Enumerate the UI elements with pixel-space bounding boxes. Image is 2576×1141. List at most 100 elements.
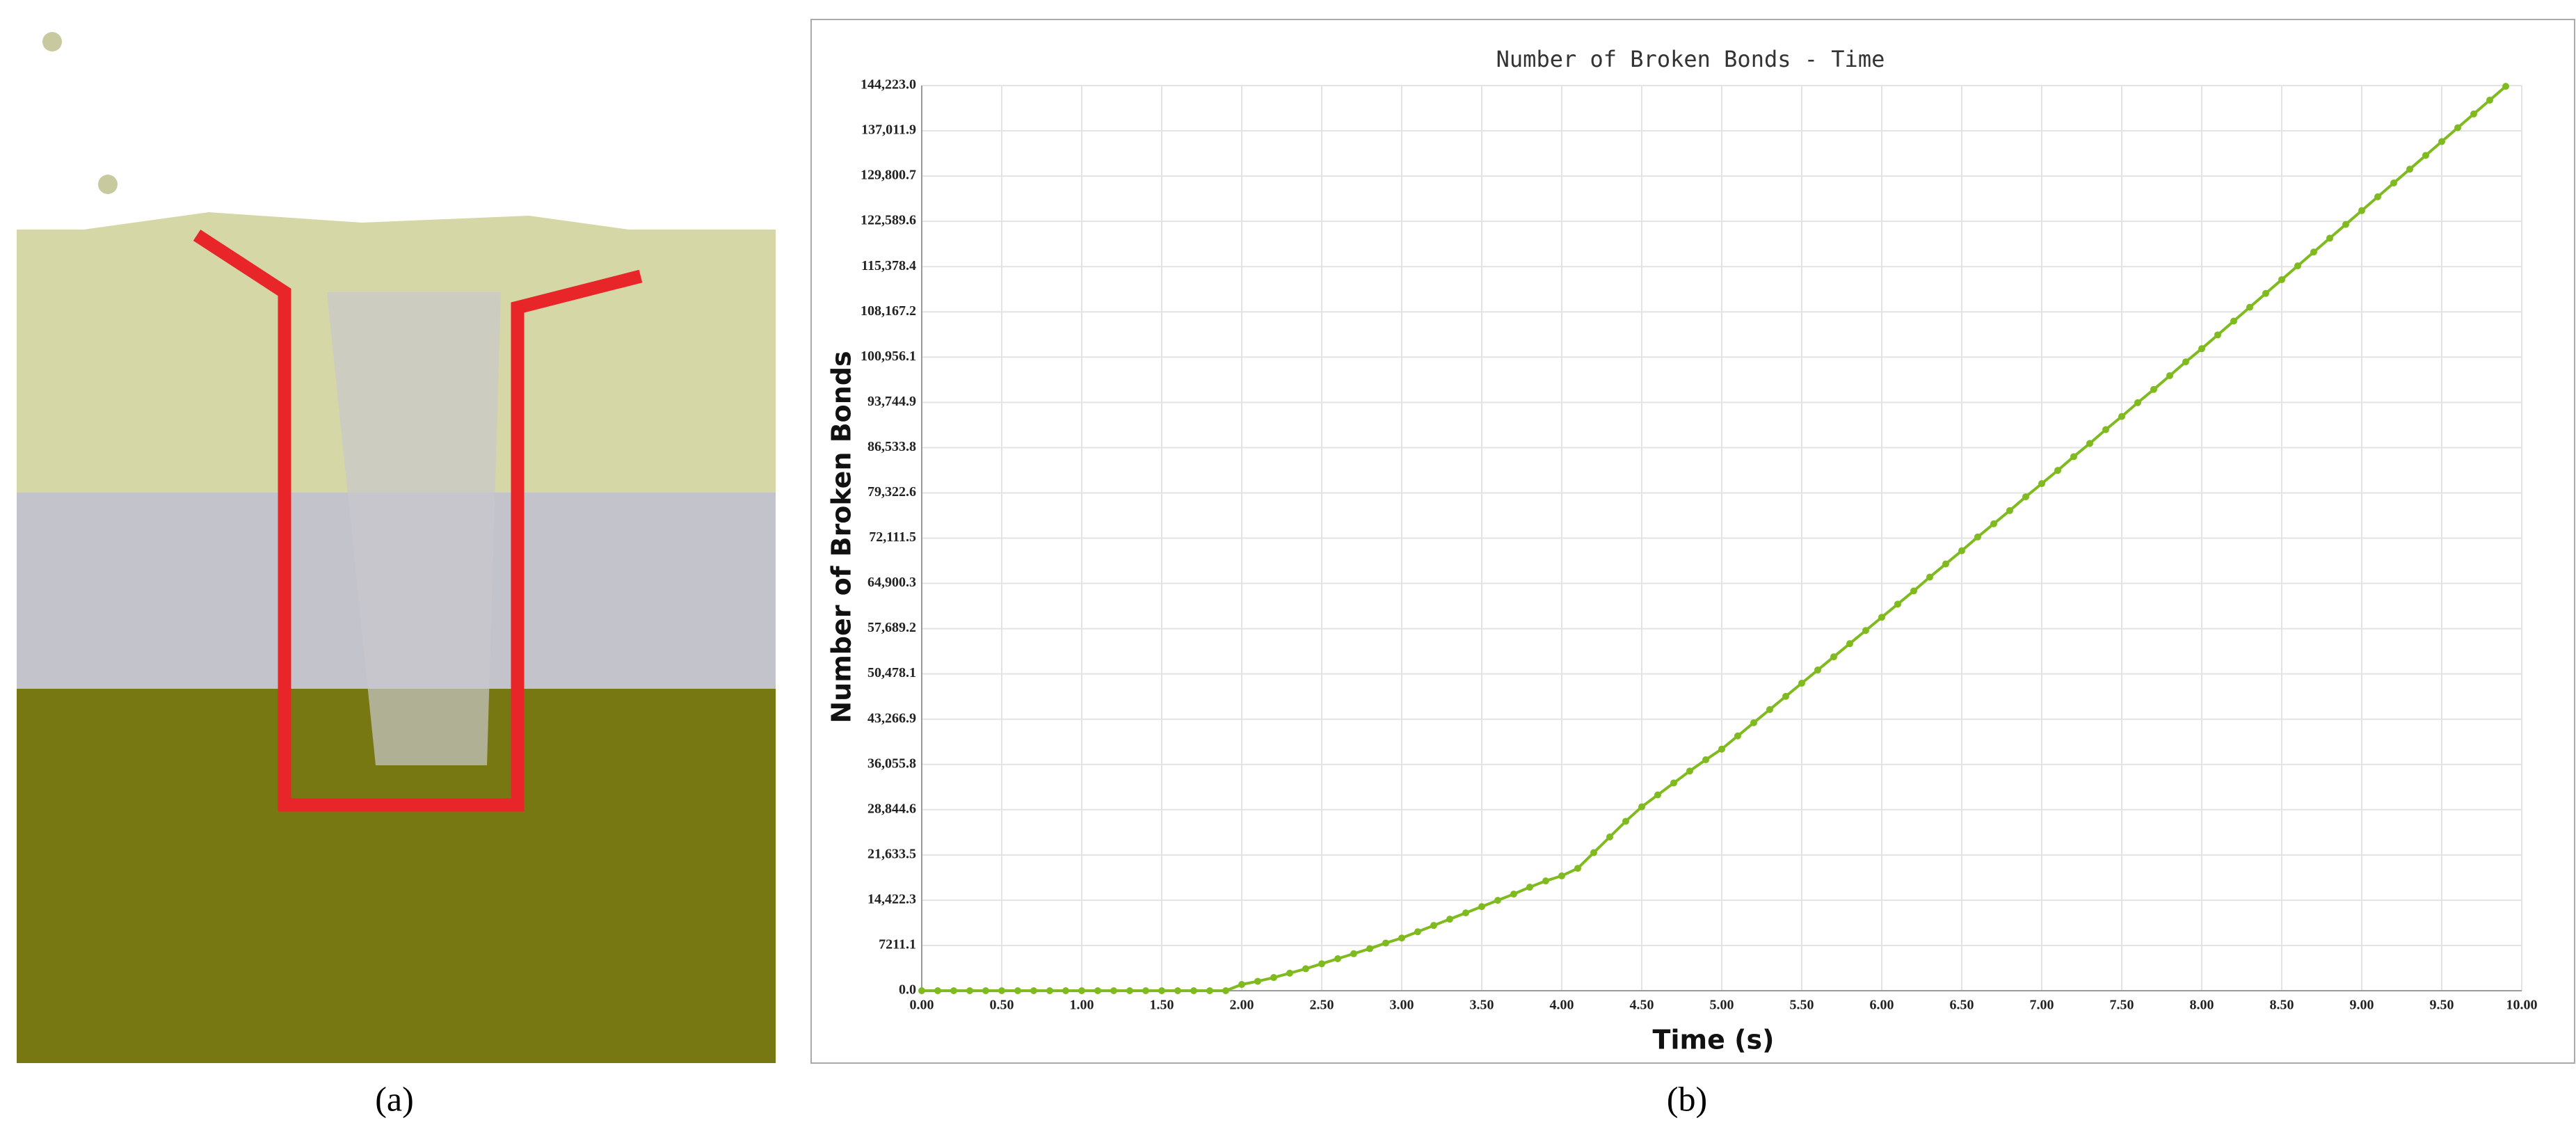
data-point: [1606, 833, 1613, 840]
y-tick-label: 43,266.9: [867, 710, 916, 726]
data-point: [1878, 614, 1885, 621]
x-tick-label: 0.50: [990, 998, 1014, 1013]
data-point: [1782, 692, 1789, 700]
x-tick-label: 2.00: [1230, 998, 1254, 1013]
data-point: [2470, 110, 2477, 118]
x-axis-label: Time (s): [1653, 1025, 1775, 1055]
data-point: [1142, 987, 1149, 994]
data-point: [2102, 426, 2109, 433]
data-point: [1590, 849, 1597, 856]
data-point: [2166, 372, 2173, 379]
y-tick-label: 86,533.8: [867, 439, 916, 454]
data-point: [1798, 679, 1805, 687]
data-point: [1270, 974, 1277, 982]
x-tick-label: 7.00: [2030, 998, 2054, 1013]
data-point: [1670, 779, 1677, 787]
y-axis-label: Number of Broken Bonds: [826, 351, 857, 723]
data-point: [1206, 987, 1213, 994]
y-tick-label: 79,322.6: [867, 484, 916, 500]
data-point: [1766, 705, 1773, 713]
data-point: [1014, 987, 1021, 994]
data-point: [1558, 872, 1565, 879]
y-tick-label: 7211.1: [879, 937, 916, 952]
data-point: [1350, 950, 1357, 957]
data-point: [1366, 945, 1373, 952]
data-point: [1462, 909, 1469, 917]
x-tick-label: 8.00: [2190, 998, 2214, 1013]
data-point: [1910, 587, 1917, 595]
simulation-image: [17, 32, 776, 1063]
data-point: [1942, 560, 1949, 568]
data-point: [1734, 732, 1741, 740]
data-point: [1318, 960, 1325, 968]
y-tick-label: 122,589.6: [861, 213, 916, 228]
x-tick-label: 1.00: [1070, 998, 1094, 1013]
data-point: [2054, 467, 2061, 474]
data-point: [2438, 138, 2445, 145]
data-point: [1254, 978, 1261, 985]
data-point: [918, 987, 925, 994]
data-point: [1110, 987, 1117, 994]
top-surface: [17, 212, 776, 292]
data-point: [1302, 965, 1309, 973]
y-tick-label: 72,111.5: [869, 529, 916, 545]
data-point: [2294, 262, 2301, 270]
data-point: [1510, 891, 1517, 898]
data-point: [1846, 640, 1853, 648]
data-point: [1398, 934, 1405, 942]
y-tick-label: 14,422.3: [867, 891, 916, 907]
data-point: [2406, 166, 2413, 173]
data-point: [2070, 453, 2077, 461]
data-point: [1702, 756, 1709, 764]
data-point: [1622, 817, 1629, 825]
data-point: [2326, 234, 2333, 242]
data-point: [1638, 803, 1645, 811]
x-tick-label: 6.00: [1870, 998, 1894, 1013]
data-point: [966, 987, 973, 994]
data-point: [1494, 897, 1501, 904]
data-point: [2006, 506, 2013, 514]
data-point: [2278, 276, 2285, 283]
data-point: [982, 987, 989, 994]
data-point: [2422, 152, 2429, 159]
x-tick-label: 5.50: [1790, 998, 1814, 1013]
x-tick-label: 7.50: [2110, 998, 2134, 1013]
panel-label: (a): [375, 1079, 414, 1118]
data-point: [1046, 987, 1053, 994]
x-tick-label: 4.50: [1630, 998, 1654, 1013]
data-point: [1526, 884, 1533, 891]
data-point: [1750, 719, 1757, 726]
data-point: [2134, 399, 2141, 406]
data-point: [2118, 413, 2125, 420]
data-point: [2022, 493, 2029, 501]
data-point: [1718, 745, 1725, 753]
data-point: [1414, 928, 1421, 936]
data-point: [950, 987, 957, 994]
data-point: [1158, 987, 1165, 994]
y-tick-label: 28,844.6: [867, 801, 916, 816]
chart-frame: [810, 19, 2575, 1064]
data-point: [1862, 627, 1869, 635]
data-point: [2150, 385, 2157, 393]
data-point: [2374, 193, 2381, 200]
disturbed-zone: [327, 292, 501, 765]
y-tick-label: 144,223.0: [861, 77, 916, 93]
data-point: [1446, 916, 1453, 923]
data-point: [2486, 96, 2493, 104]
chart-title: Number of Broken Bonds - Time: [1496, 46, 1885, 72]
data-point: [2086, 440, 2093, 447]
data-point: [1478, 903, 1485, 911]
data-point: [1190, 987, 1197, 994]
data-point: [1238, 980, 1245, 988]
x-tick-label: 1.50: [1150, 998, 1174, 1013]
x-tick-label: 0.00: [910, 998, 934, 1013]
x-tick-label: 6.50: [1950, 998, 1974, 1013]
data-point: [2182, 358, 2189, 366]
x-tick-label: 8.50: [2270, 998, 2294, 1013]
y-tick-label: 36,055.8: [867, 756, 916, 771]
x-tick-label: 9.00: [2350, 998, 2374, 1013]
data-point: [2198, 345, 2205, 353]
x-tick-label: 3.00: [1390, 998, 1414, 1013]
data-point: [1030, 987, 1037, 994]
data-point: [2390, 179, 2397, 187]
